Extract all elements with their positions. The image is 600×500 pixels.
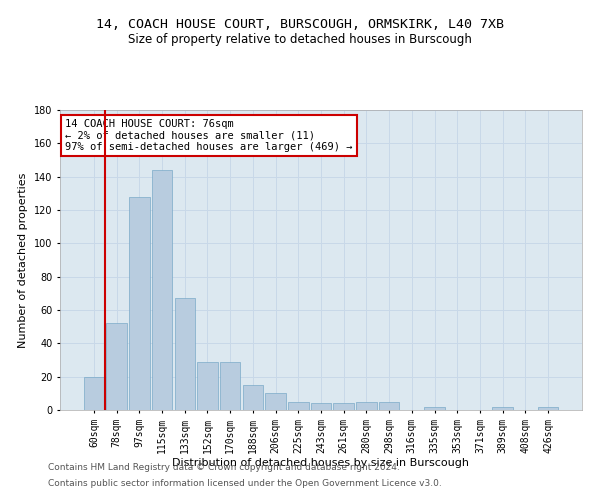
Text: 14 COACH HOUSE COURT: 76sqm
← 2% of detached houses are smaller (11)
97% of semi: 14 COACH HOUSE COURT: 76sqm ← 2% of deta… [65, 119, 353, 152]
Bar [197, 362, 218, 410]
Bar [129, 196, 149, 410]
Bar [220, 362, 241, 410]
Bar [265, 394, 286, 410]
Bar [379, 402, 400, 410]
Y-axis label: Number of detached properties: Number of detached properties [19, 172, 28, 348]
Text: Contains HM Land Registry data © Crown copyright and database right 2024.: Contains HM Land Registry data © Crown c… [48, 464, 400, 472]
Bar [538, 406, 558, 410]
Text: Size of property relative to detached houses in Burscough: Size of property relative to detached ho… [128, 32, 472, 46]
Bar [242, 385, 263, 410]
Bar [152, 170, 172, 410]
Bar [424, 406, 445, 410]
Bar [288, 402, 308, 410]
Bar [493, 406, 513, 410]
Bar [175, 298, 195, 410]
Bar [356, 402, 377, 410]
Bar [84, 376, 104, 410]
Bar [106, 324, 127, 410]
Text: 14, COACH HOUSE COURT, BURSCOUGH, ORMSKIRK, L40 7XB: 14, COACH HOUSE COURT, BURSCOUGH, ORMSKI… [96, 18, 504, 30]
X-axis label: Distribution of detached houses by size in Burscough: Distribution of detached houses by size … [173, 458, 470, 468]
Text: Contains public sector information licensed under the Open Government Licence v3: Contains public sector information licen… [48, 478, 442, 488]
Bar [311, 404, 331, 410]
Bar [334, 404, 354, 410]
